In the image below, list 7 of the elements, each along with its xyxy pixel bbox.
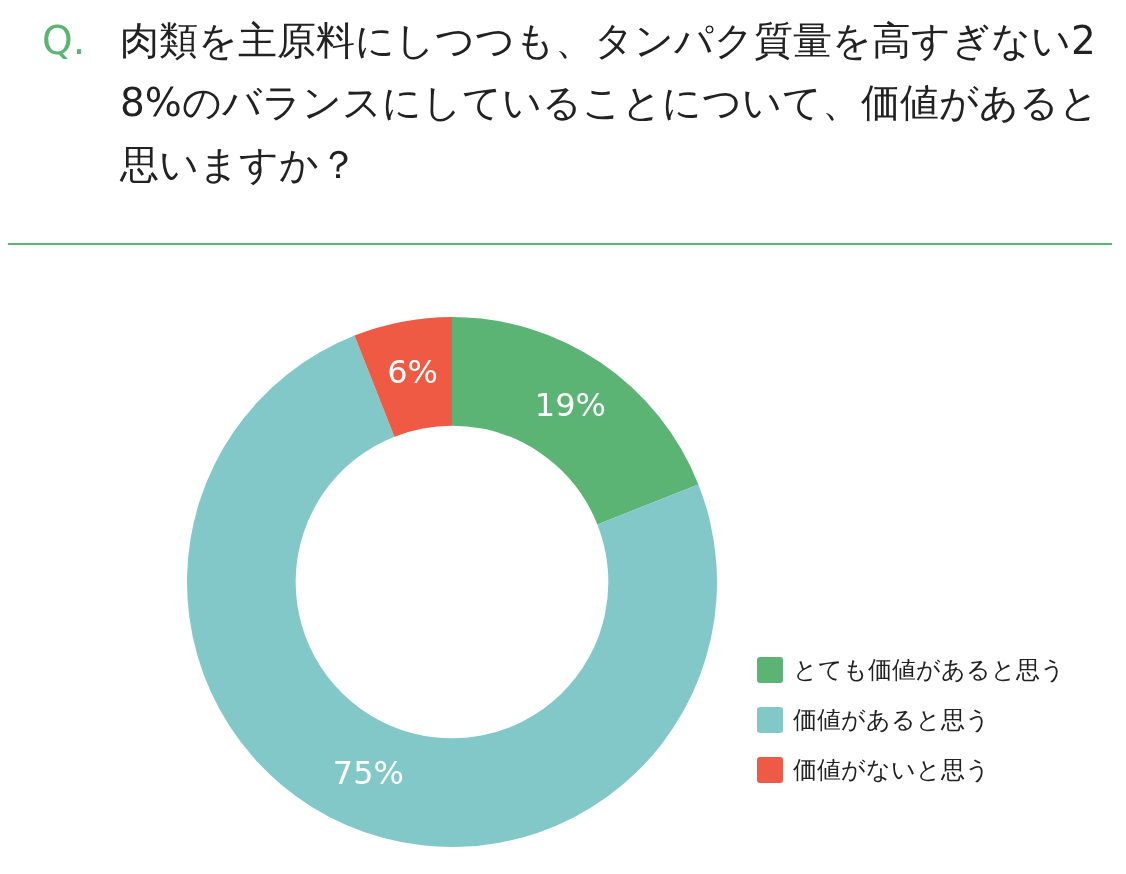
data-label: 19% bbox=[534, 386, 606, 425]
data-label: 75% bbox=[332, 753, 404, 792]
legend-label: 価値があると思う bbox=[793, 705, 990, 736]
chart-title: Q. 肉類を主原料にしつつも、タンパク質量を高すぎない28%のバランスにしていることについて、価値があると思いますか？ bbox=[42, 17, 1100, 189]
legend-label: 価値がないと思う bbox=[793, 755, 990, 786]
legend-label: とても価値があると思う bbox=[793, 655, 1065, 686]
data-label: 6% bbox=[387, 353, 438, 392]
